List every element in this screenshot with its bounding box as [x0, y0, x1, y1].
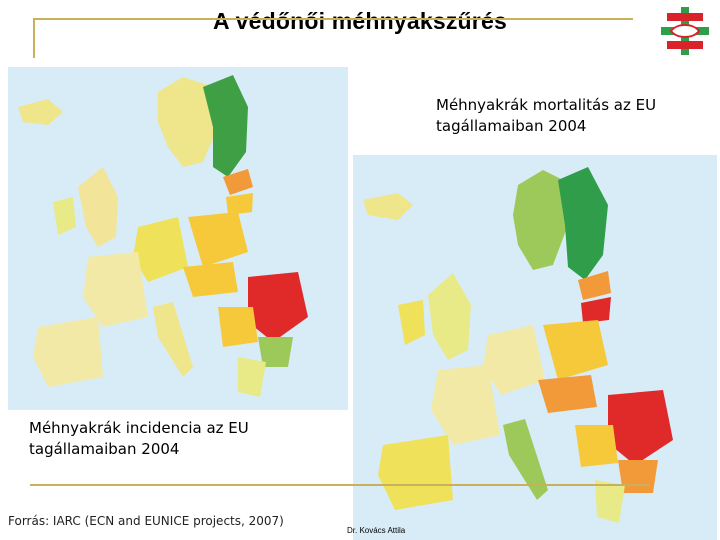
mortality-map [353, 155, 717, 540]
mortality-caption-line1: Méhnyakrák mortalitás az EU [436, 96, 657, 114]
slide-title: A védőnői méhnyakszűrés [213, 8, 507, 34]
title-divider [33, 18, 633, 20]
incidence-caption: Méhnyakrák incidencia az EU tagállamaiba… [29, 418, 329, 460]
incidence-caption-line2: tagállamaiban 2004 [29, 440, 180, 458]
author-name: Dr. Kovács Attila [347, 526, 406, 535]
incidence-caption-line1: Méhnyakrák incidencia az EU [29, 419, 249, 437]
logo-icon [657, 3, 713, 59]
footer-divider [30, 484, 650, 486]
mortality-caption-line2: tagállamaiban 2004 [436, 117, 587, 135]
incidence-map [8, 67, 348, 410]
mortality-caption: Méhnyakrák mortalitás az EU tagállamaiba… [436, 95, 716, 137]
left-accent-line [33, 18, 35, 58]
source-note: Forrás: IARC (ECN and EUNICE projects, 2… [8, 514, 284, 528]
